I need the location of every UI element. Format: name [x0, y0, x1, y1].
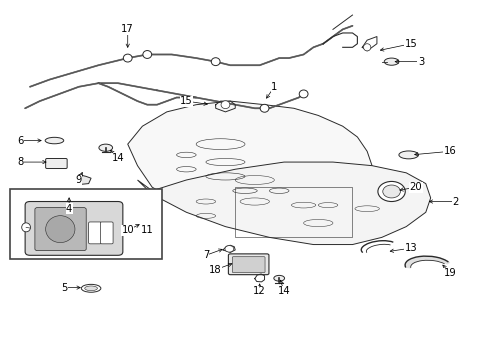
- Ellipse shape: [260, 104, 269, 112]
- Text: 3: 3: [418, 57, 424, 67]
- FancyBboxPatch shape: [232, 257, 265, 273]
- FancyBboxPatch shape: [100, 222, 113, 244]
- Polygon shape: [138, 162, 431, 244]
- FancyBboxPatch shape: [89, 222, 101, 244]
- Ellipse shape: [143, 50, 152, 58]
- Ellipse shape: [99, 144, 113, 151]
- Ellipse shape: [81, 284, 101, 292]
- FancyBboxPatch shape: [35, 208, 86, 251]
- Text: 9: 9: [75, 175, 82, 185]
- Ellipse shape: [221, 101, 230, 109]
- Ellipse shape: [45, 137, 64, 144]
- FancyBboxPatch shape: [10, 189, 162, 259]
- Ellipse shape: [123, 54, 132, 62]
- Text: 11: 11: [141, 225, 154, 235]
- Text: 5: 5: [61, 283, 68, 293]
- Ellipse shape: [225, 246, 234, 252]
- Text: 16: 16: [444, 146, 457, 156]
- Text: 18: 18: [209, 265, 222, 275]
- FancyBboxPatch shape: [228, 254, 269, 275]
- Ellipse shape: [274, 275, 285, 281]
- Ellipse shape: [22, 223, 30, 232]
- Text: 4: 4: [66, 204, 72, 214]
- Ellipse shape: [85, 286, 98, 291]
- Text: 13: 13: [405, 243, 417, 253]
- Circle shape: [383, 185, 400, 198]
- Text: 14: 14: [278, 286, 291, 296]
- Text: 19: 19: [444, 268, 457, 278]
- Ellipse shape: [399, 151, 418, 159]
- FancyBboxPatch shape: [25, 202, 123, 255]
- Ellipse shape: [46, 216, 75, 243]
- Text: 7: 7: [203, 250, 209, 260]
- Text: 6: 6: [17, 136, 24, 145]
- Text: 20: 20: [410, 182, 422, 192]
- Text: 10: 10: [122, 225, 134, 235]
- Ellipse shape: [384, 58, 399, 65]
- Ellipse shape: [364, 44, 371, 51]
- Text: 15: 15: [180, 96, 193, 106]
- Ellipse shape: [299, 90, 308, 98]
- Text: 12: 12: [253, 286, 266, 296]
- Polygon shape: [76, 175, 91, 184]
- FancyBboxPatch shape: [46, 158, 67, 168]
- Text: 8: 8: [17, 157, 24, 167]
- Text: 2: 2: [452, 197, 458, 207]
- Circle shape: [378, 181, 405, 202]
- Polygon shape: [128, 101, 372, 212]
- Text: 14: 14: [112, 153, 124, 163]
- Text: 1: 1: [271, 82, 277, 92]
- Polygon shape: [405, 256, 450, 269]
- Text: 15: 15: [405, 39, 417, 49]
- Ellipse shape: [211, 58, 220, 66]
- Text: 17: 17: [122, 24, 134, 35]
